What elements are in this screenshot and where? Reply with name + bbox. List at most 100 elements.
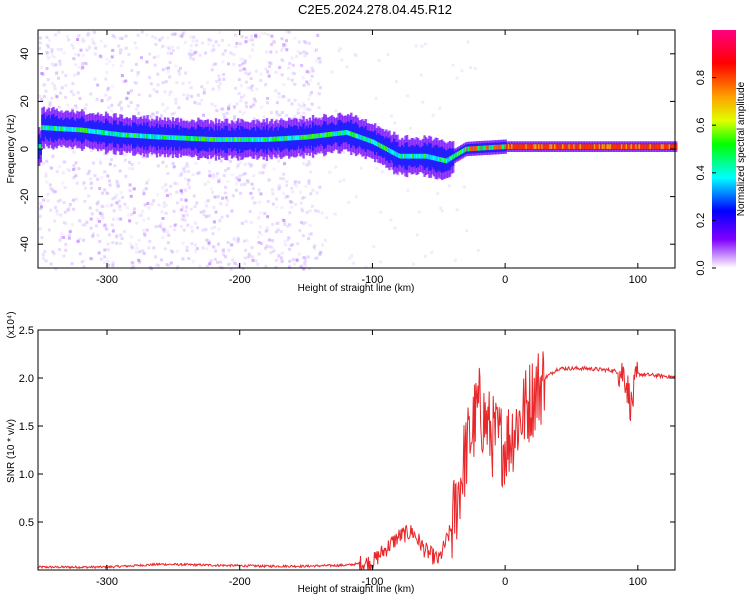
spectrogram-speckle: [238, 110, 242, 113]
spectrogram-speckle: [277, 184, 281, 188]
spectrogram-speckle: [47, 56, 51, 60]
spectrogram-speckle: [118, 51, 122, 55]
spectrogram-ridge-core: [423, 153, 426, 159]
spectrogram-speckle: [348, 256, 352, 260]
spectrogram-ridge-core: [76, 127, 79, 133]
spectrogram-ridge-core: [259, 137, 262, 142]
spectrogram-speckle: [218, 31, 222, 35]
spectrogram-speckle: [130, 246, 134, 250]
spectrogram-speckle: [248, 254, 252, 258]
spectrogram-ridge-core: [668, 144, 671, 149]
spectrogram-speckle: [244, 101, 248, 105]
spectrogram-speckle: [199, 210, 203, 214]
spectrogram-speckle: [190, 94, 194, 98]
spectrogram-speckle: [438, 106, 442, 110]
spectrogram-speckle: [141, 249, 145, 253]
spectrogram-speckle: [124, 79, 128, 83]
spectrogram-ridge-core: [445, 158, 449, 164]
spectrogram-speckle: [73, 73, 76, 77]
spectrogram-speckle: [230, 173, 234, 177]
colorbar-tick-label: 0.4: [695, 165, 707, 180]
spectrogram-speckle: [421, 100, 425, 104]
spectrogram-speckle: [466, 40, 470, 44]
spectrogram-speckle: [274, 70, 278, 74]
spectrogram-speckle: [424, 42, 428, 46]
spectrogram-ridge-core: [426, 154, 429, 159]
spectrogram-speckle: [167, 263, 171, 267]
spectrogram-speckle: [303, 261, 307, 265]
spectrogram-speckle: [304, 41, 308, 45]
spectrogram-speckle: [45, 50, 49, 54]
spectrogram-speckle: [195, 39, 199, 43]
spectrogram-speckle: [98, 239, 102, 243]
spectrogram-speckle: [42, 198, 46, 202]
spectrogram-speckle: [274, 265, 278, 269]
spectrogram-speckle: [47, 228, 51, 232]
spectrogram-speckle: [156, 83, 160, 87]
spectrogram-speckle: [137, 93, 141, 97]
spectrogram-speckle: [339, 47, 342, 51]
spectrogram-speckle: [247, 252, 251, 256]
spectrogram-speckle: [218, 219, 222, 223]
spectrogram-speckle: [229, 51, 233, 55]
spectrogram-speckle: [389, 218, 393, 222]
colorbar-tick-label: 0.6: [695, 118, 707, 133]
spectrogram-speckle: [430, 250, 434, 254]
spectrogram-speckle: [191, 173, 195, 177]
spectrogram-speckle: [271, 39, 275, 43]
spectrogram-ridge-core: [151, 134, 154, 139]
spectrogram-ridge-core: [53, 126, 57, 131]
spectrogram-ridge-core: [646, 144, 649, 149]
spectrogram-speckle: [155, 111, 159, 115]
spectrogram-speckle: [40, 205, 43, 209]
spectrogram-ridge-core: [372, 139, 375, 145]
spectrogram-speckle: [72, 198, 76, 202]
spectrogram-speckle: [303, 40, 307, 44]
spectrogram-ridge-core: [335, 131, 339, 136]
spectrogram-speckle: [299, 201, 303, 205]
spectrogram-speckle: [45, 35, 49, 39]
spectrogram-speckle: [270, 245, 274, 249]
spectrogram-ridge-core: [292, 135, 296, 141]
spectrogram-ridge-core: [41, 125, 44, 130]
spectrogram-speckle: [293, 36, 297, 40]
spectrogram-speckle: [301, 234, 305, 238]
spectrogram-speckle: [318, 56, 322, 60]
spectrogram-speckle: [72, 167, 76, 171]
spectrogram-speckle: [49, 262, 53, 266]
spectrogram-speckle: [124, 95, 128, 99]
spectrogram-speckle: [182, 167, 186, 171]
spectrogram-speckle: [238, 68, 242, 72]
spectrogram-speckle: [62, 160, 66, 164]
spectrogram-ridge-core: [324, 132, 327, 138]
spectrogram-speckle: [118, 204, 122, 208]
spectrogram-speckle: [165, 263, 169, 267]
spectrogram-ridge-core: [339, 130, 342, 136]
spectrogram-speckle: [314, 209, 318, 213]
spectrogram-speckle: [72, 163, 76, 167]
spectrogram-speckle: [295, 257, 299, 261]
spectrogram-speckle: [214, 210, 218, 214]
spectrogram-speckle: [184, 165, 188, 169]
spectrogram-speckle: [180, 208, 184, 212]
colorbar-gradient: [712, 30, 736, 268]
spectrogram-speckle: [48, 165, 52, 169]
spectrogram-x-tick-label: -200: [229, 274, 251, 286]
spectrogram-speckle: [75, 181, 79, 185]
spectrogram-ridge-core: [460, 149, 463, 155]
spectrogram-speckle: [177, 106, 181, 110]
spectrogram-speckle: [259, 192, 263, 196]
spectrogram-speckle: [296, 111, 300, 115]
spectrogram-speckle: [320, 211, 324, 215]
spectrogram-speckle: [51, 82, 54, 86]
spectrogram-speckle: [298, 51, 302, 55]
spectrogram-speckle: [175, 249, 179, 253]
spectrogram-speckle: [185, 162, 189, 166]
spectrogram-ridge-core: [640, 144, 643, 149]
spectrogram-ridge-core: [42, 125, 46, 131]
spectrogram-speckle: [263, 163, 267, 167]
spectrogram-speckle: [243, 262, 247, 266]
spectrogram-speckle: [308, 93, 312, 97]
spectrogram-speckle: [302, 40, 306, 44]
spectrogram-speckle: [72, 150, 76, 154]
